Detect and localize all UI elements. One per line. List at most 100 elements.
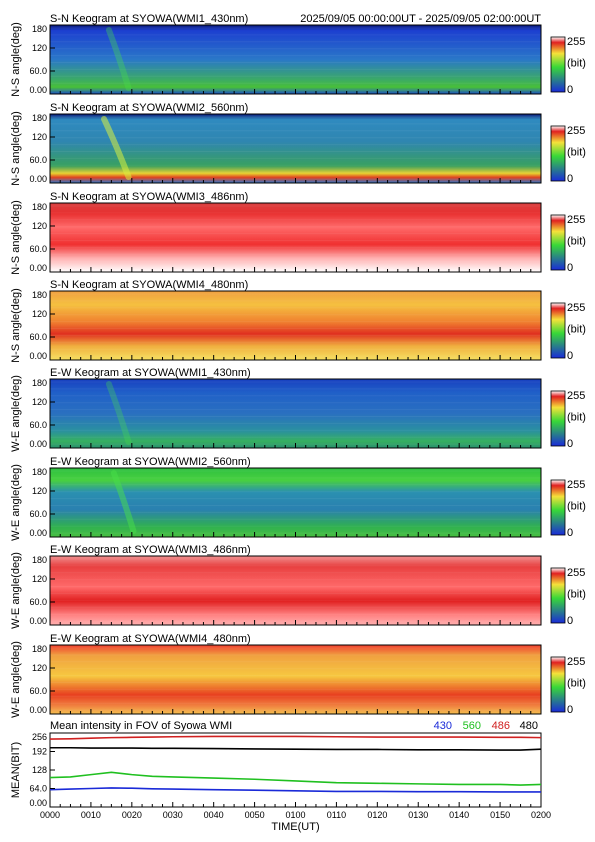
y-tick-label: 180 bbox=[32, 24, 47, 34]
y-tick-label: 120 bbox=[32, 132, 47, 142]
y-tick-label: 0.00 bbox=[29, 705, 47, 715]
y-tick-label: 60.0 bbox=[29, 244, 47, 254]
colorbar-unit-label: (bit) bbox=[567, 589, 586, 601]
y-tick-label: 0.00 bbox=[29, 798, 47, 808]
colorbar-max-label: 255 bbox=[567, 656, 585, 668]
colorbar bbox=[550, 302, 566, 359]
y-tick-label: 60.0 bbox=[29, 332, 47, 342]
y-tick-label: 120 bbox=[32, 397, 47, 407]
keogram-panel-1: S-N Keogram at SYOWA(WMI1_430nm) 2025/09/… bbox=[10, 13, 586, 97]
keogram-panel-4: S-N Keogram at SYOWA(WMI4_480nm)180 120 60… bbox=[10, 279, 586, 363]
panel-title: E-W Keogram at SYOWA(WMI4_480nm) bbox=[50, 633, 251, 645]
y-tick-label: 64.0 bbox=[29, 784, 47, 794]
colorbar-unit-label: (bit) bbox=[567, 678, 586, 690]
keogram-panel-7: E-W Keogram at SYOWA(WMI3_486nm)180 120 60… bbox=[10, 544, 586, 629]
colorbar-max-label: 255 bbox=[567, 214, 585, 226]
y-tick-label: 0.00 bbox=[29, 174, 47, 184]
keogram-panel-5: E-W Keogram at SYOWA(WMI1_430nm)180 120 60… bbox=[10, 367, 586, 452]
aurora-arc bbox=[101, 116, 132, 180]
panel-title: S-N Keogram at SYOWA(WMI2_560nm) bbox=[50, 102, 248, 114]
x-tick-label: 0030 bbox=[163, 810, 183, 820]
x-tick-label: 0150 bbox=[490, 810, 510, 820]
x-tick-label: 0200 bbox=[531, 810, 551, 820]
keogram-panel-8: E-W Keogram at SYOWA(WMI4_480nm)180 120 60… bbox=[10, 633, 586, 718]
y-axis-label: W-E angle(deg) bbox=[10, 375, 22, 452]
keogram-image bbox=[50, 645, 541, 714]
colorbar-max-label: 255 bbox=[567, 390, 585, 402]
x-tick-label: 0120 bbox=[367, 810, 387, 820]
y-tick-label: 60.0 bbox=[29, 155, 47, 165]
y-axis-label: W-E angle(deg) bbox=[10, 641, 22, 718]
colorbar bbox=[550, 656, 566, 713]
y-axis-label: W-E angle(deg) bbox=[10, 552, 22, 629]
y-axis-label: MEAN(BIT) bbox=[10, 742, 22, 798]
y-tick-label: 120 bbox=[32, 574, 47, 584]
y-axis-label: W-E angle(deg) bbox=[10, 464, 22, 541]
y-tick-label: 60.0 bbox=[29, 66, 47, 76]
keogram-panel-2: S-N Keogram at SYOWA(WMI2_560nm)180 120 60… bbox=[10, 102, 586, 186]
legend-entry-480: 480 bbox=[520, 720, 538, 732]
colorbar-max-label: 255 bbox=[567, 302, 585, 314]
colorbar-min-label: 0 bbox=[567, 527, 573, 539]
panel-title: S-N Keogram at SYOWA(WMI3_486nm) bbox=[50, 191, 248, 203]
y-tick-label: 192 bbox=[32, 747, 47, 757]
colorbar-min-label: 0 bbox=[567, 350, 573, 362]
aurora-arc bbox=[105, 381, 132, 445]
x-axis-label: TIME(UT) bbox=[271, 821, 319, 833]
colorbar bbox=[550, 214, 566, 271]
colorbar-max-label: 255 bbox=[567, 567, 585, 579]
panel-title: S-N Keogram at SYOWA(WMI4_480nm) bbox=[50, 279, 248, 291]
x-tick-label: 0100 bbox=[285, 810, 305, 820]
y-tick-label: 256 bbox=[32, 732, 47, 742]
aurora-arc bbox=[110, 470, 137, 534]
series-line-486 bbox=[49, 735, 542, 740]
y-tick-label: 128 bbox=[32, 765, 47, 775]
line-chart-frame bbox=[49, 732, 542, 808]
keogram-image bbox=[50, 556, 541, 625]
panel-title: E-W Keogram at SYOWA(WMI3_486nm) bbox=[50, 544, 251, 556]
y-tick-label: 0.00 bbox=[29, 528, 47, 538]
panel-title: E-W Keogram at SYOWA(WMI2_560nm) bbox=[50, 456, 251, 468]
y-axis-label: N-S angle(deg) bbox=[10, 22, 22, 97]
y-tick-label: 120 bbox=[32, 43, 47, 53]
aurora-arc bbox=[105, 27, 132, 91]
colorbar-min-label: 0 bbox=[567, 173, 573, 185]
y-tick-label: 60.0 bbox=[29, 686, 47, 696]
colorbar-min-label: 0 bbox=[567, 704, 573, 716]
x-tick-label: 0130 bbox=[408, 810, 428, 820]
y-tick-label: 180 bbox=[32, 644, 47, 654]
x-tick-label: 0140 bbox=[449, 810, 469, 820]
time-range-label: 2025/09/05 00:00:00UT - 2025/09/05 02:00… bbox=[300, 13, 541, 25]
y-tick-label: 0.00 bbox=[29, 439, 47, 449]
colorbar bbox=[550, 36, 566, 93]
mean-intensity-chart: Mean intensity in FOV of Syowa WMI 430 560… bbox=[10, 720, 551, 833]
x-tick-label: 0020 bbox=[122, 810, 142, 820]
panel-title: S-N Keogram at SYOWA(WMI1_430nm) bbox=[50, 13, 248, 25]
y-tick-label: 180 bbox=[32, 467, 47, 477]
keogram-image bbox=[50, 291, 541, 360]
y-tick-label: 0.00 bbox=[29, 351, 47, 361]
colorbar-unit-label: (bit) bbox=[567, 501, 586, 513]
x-tick-label: 0010 bbox=[81, 810, 101, 820]
y-axis-label: N-S angle(deg) bbox=[10, 288, 22, 363]
x-tick-label: 0050 bbox=[245, 810, 265, 820]
colorbar bbox=[550, 125, 566, 182]
colorbar bbox=[550, 390, 566, 447]
colorbar-unit-label: (bit) bbox=[567, 58, 586, 70]
colorbar-max-label: 255 bbox=[567, 125, 585, 137]
series-line-560 bbox=[49, 771, 542, 786]
y-tick-label: 120 bbox=[32, 221, 47, 231]
y-tick-label: 180 bbox=[32, 113, 47, 123]
series-line-480 bbox=[50, 746, 542, 751]
y-tick-label: 180 bbox=[32, 378, 47, 388]
y-tick-label: 60.0 bbox=[29, 509, 47, 519]
y-tick-label: 120 bbox=[32, 309, 47, 319]
y-axis-label: N-S angle(deg) bbox=[10, 200, 22, 275]
legend-entry-430: 430 bbox=[434, 720, 452, 732]
y-tick-label: 60.0 bbox=[29, 420, 47, 430]
y-tick-label: 180 bbox=[32, 202, 47, 212]
panel-title: E-W Keogram at SYOWA(WMI1_430nm) bbox=[50, 367, 251, 379]
colorbar-min-label: 0 bbox=[567, 84, 573, 96]
y-tick-label: 120 bbox=[32, 486, 47, 496]
